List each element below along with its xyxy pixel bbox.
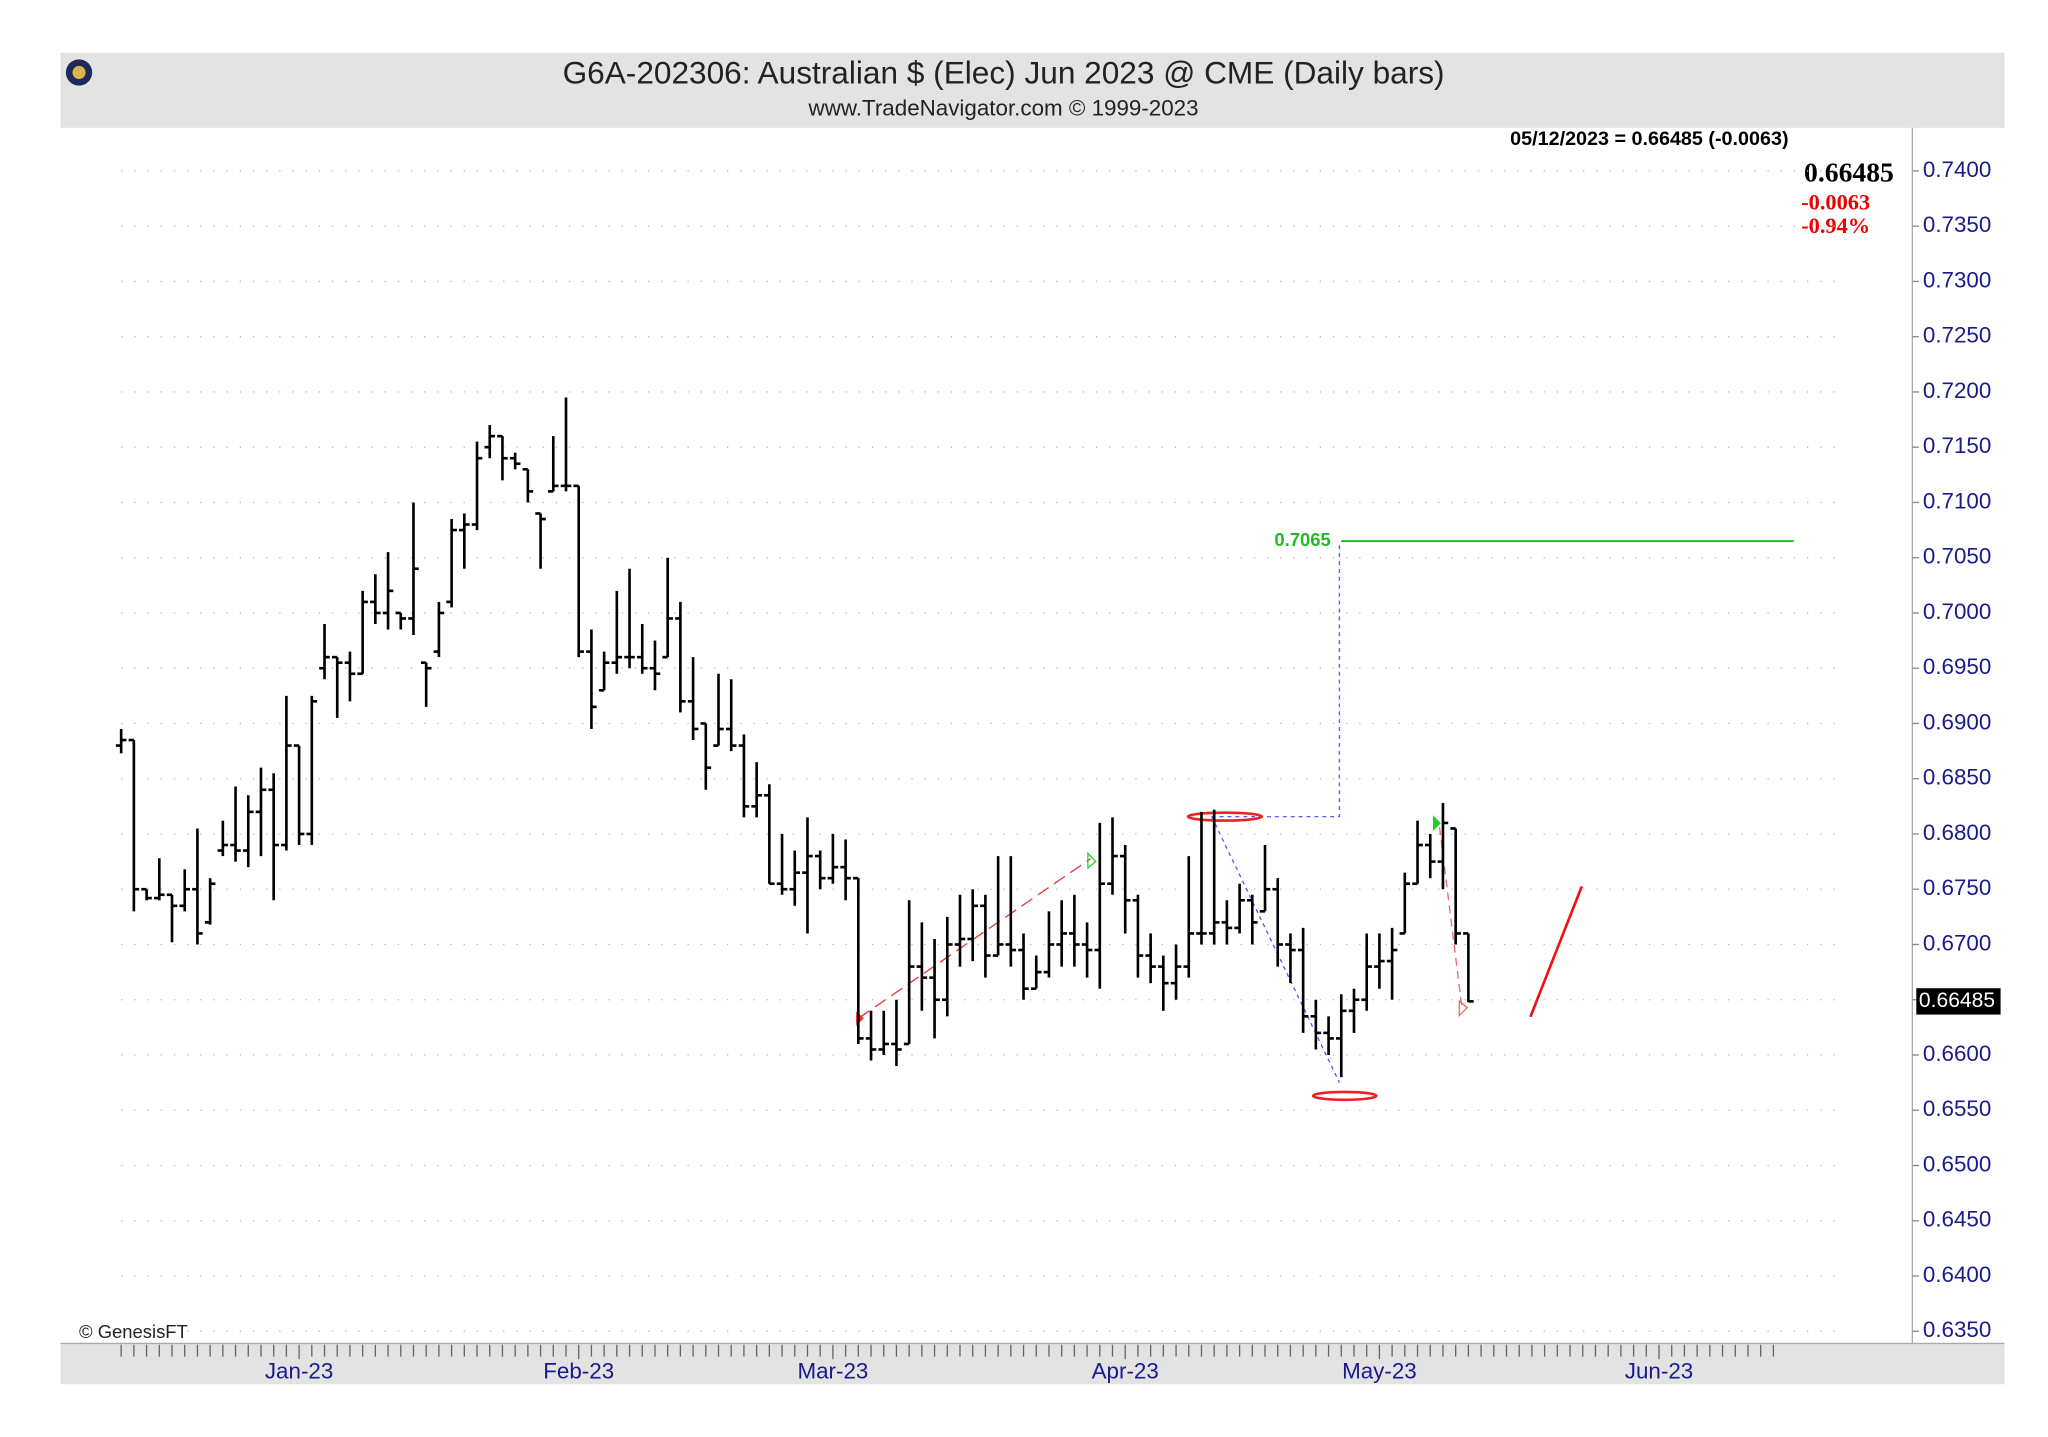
- y-tick-label: 0.7250: [1923, 323, 1991, 348]
- marker: [1458, 999, 1469, 1018]
- y-tick-label: 0.6550: [1923, 1096, 1991, 1121]
- y-tick-label: 0.7150: [1923, 433, 1991, 458]
- last-price-box: [1916, 988, 2001, 1015]
- last-price: 0.66485: [1804, 157, 1894, 188]
- y-tick-label: 0.6600: [1923, 1041, 1991, 1066]
- projection-line: [1529, 885, 1583, 1018]
- y-tick-label: 0.6500: [1923, 1151, 1991, 1176]
- y-tick-label: 0.7400: [1923, 157, 1991, 182]
- copyright: © GenesisFT: [79, 1321, 188, 1342]
- x-tick-label: Apr-23: [1092, 1358, 1159, 1383]
- y-tick-label: 0.6350: [1923, 1317, 1991, 1342]
- last-change: -0.0063: [1801, 189, 1870, 214]
- marker: [1087, 851, 1097, 870]
- pivot-ellipse: [1186, 811, 1264, 822]
- y-tick-label: 0.7300: [1923, 267, 1991, 292]
- x-tick-label: Jun-23: [1625, 1358, 1693, 1383]
- y-tick-label: 0.7100: [1923, 488, 1991, 513]
- y-tick-label: 0.7200: [1923, 378, 1991, 403]
- x-tick-label: May-23: [1342, 1358, 1417, 1383]
- pivot-ellipse: [1311, 1090, 1378, 1102]
- y-tick-label: 0.6400: [1923, 1262, 1991, 1287]
- y-tick-label: 0.7350: [1923, 212, 1991, 237]
- y-tick-label: 0.7000: [1923, 599, 1991, 624]
- chart-title: G6A-202306: Australian $ (Elec) Jun 2023…: [563, 54, 1445, 90]
- y-tick-label: 0.6850: [1923, 765, 1991, 790]
- x-tick-label: Mar-23: [797, 1358, 868, 1383]
- last-price-label: 0.66485: [1919, 989, 1995, 1012]
- info-line: 05/12/2023 = 0.66485 (-0.0063): [1510, 128, 1788, 150]
- y-tick-label: 0.6900: [1923, 709, 1991, 734]
- logo-inner: [72, 65, 86, 80]
- trend-drawing: [1211, 543, 1341, 818]
- plot-background: [60, 127, 2005, 1344]
- x-tick-label: Jan-23: [265, 1358, 333, 1383]
- marker: [1432, 815, 1441, 832]
- y-tick-label: 0.7050: [1923, 544, 1991, 569]
- y-tick-label: 0.6950: [1923, 654, 1991, 679]
- last-change-pct: -0.94%: [1801, 213, 1870, 238]
- y-tick-label: 0.6750: [1923, 875, 1991, 900]
- y-tick-label: 0.6700: [1923, 930, 1991, 955]
- chart-subtitle: www.TradeNavigator.com © 1999-2023: [808, 95, 1199, 120]
- y-tick-label: 0.6800: [1923, 820, 1991, 845]
- trend-drawing: [1211, 816, 1341, 1083]
- x-tick-label: Feb-23: [543, 1358, 614, 1383]
- y-tick-label: 0.6450: [1923, 1207, 1991, 1232]
- target-label: 0.7065: [1274, 529, 1330, 550]
- trend-drawing: [858, 858, 1091, 1019]
